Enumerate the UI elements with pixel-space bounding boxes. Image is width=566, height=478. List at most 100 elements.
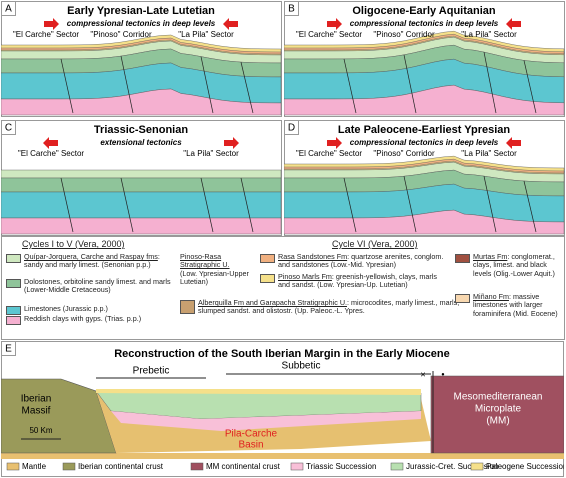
item-text: : sandy and marly limest. (Senonian p.p.… <box>24 252 160 270</box>
fault <box>240 177 254 233</box>
item-text: : greenish-yellowish, clays, marls and s… <box>278 272 437 290</box>
legend-heading: Cycle VI (Vera, 2000) <box>332 239 418 249</box>
item-text: : conglomerat., clays, limest. and black… <box>473 252 555 278</box>
legend: Cycles I to V (Vera, 2000) Quípar-Jorque… <box>1 236 565 340</box>
sector-label: "Pinoso" Corridor <box>373 30 435 39</box>
panel: A Early Ypresian-Late Lutetian compression… <box>1 1 282 117</box>
fault <box>120 177 134 233</box>
section-e: E Reconstruction of the South Iberian Ma… <box>1 341 564 477</box>
legend-swatch <box>290 462 304 471</box>
item-name: Rasa Sandstones Fm <box>278 252 348 261</box>
sector-label: "La Pila" Sector <box>461 149 517 158</box>
legend-item: Limestones (Jurassic p.p.) <box>6 304 176 315</box>
region-label: Mesomediterranean <box>454 392 543 403</box>
tectonics-label: compressional tectonics in deep levels <box>350 19 499 28</box>
fault <box>343 177 357 233</box>
sector-label: "La Pila" Sector <box>183 149 239 158</box>
arrow <box>506 137 521 149</box>
fault <box>343 58 357 114</box>
legend-label: Paleogene Succession <box>486 462 564 471</box>
legend-label: Iberian continental crust <box>78 462 164 471</box>
fault <box>200 56 214 114</box>
region-label: Microplate <box>475 404 522 415</box>
rock-layer <box>1 191 282 219</box>
panel-letter: E <box>5 344 12 355</box>
sector-label: "Pinoso" Corridor <box>90 30 152 39</box>
arrow <box>224 137 239 149</box>
sector-label: "La Pila" Sector <box>178 30 234 39</box>
fault <box>523 180 537 233</box>
letter-box <box>284 120 299 135</box>
legend-item: Pinoso-Rasa Stratigraphic U. (Low. Ypresi… <box>180 252 256 287</box>
legend-swatch <box>6 462 20 471</box>
region-label: Massif <box>22 406 51 417</box>
panel-title: Reconstruction of the South Iberian Marg… <box>114 348 450 360</box>
panel-letter: C <box>5 123 12 134</box>
tectonics-label: compressional tectonics in deep levels <box>67 19 216 28</box>
fault <box>523 60 537 114</box>
legend-swatch <box>190 462 204 471</box>
panel-title: Triassic-Senonian <box>94 124 188 136</box>
fault <box>120 56 134 114</box>
rock-layer <box>1 169 282 179</box>
basin-label: Pila-Carche <box>225 429 278 440</box>
panel-title: Early Ypresian-Late Lutetian <box>67 5 215 17</box>
region-label: (MM) <box>486 416 509 427</box>
marker: • <box>441 369 444 379</box>
item-text: Reddish clays with gyps. (Trias. p.p.) <box>24 314 142 323</box>
arrow <box>327 18 342 30</box>
sector-label: "El Carche" Sector <box>18 149 84 158</box>
sector-label: "El Carche" Sector <box>296 30 362 39</box>
zone-label: Subbetic <box>282 361 321 372</box>
legend-swatch <box>470 462 484 471</box>
legend-item: Murtas Fm: conglomerat., clays, limest. … <box>455 252 561 278</box>
fault <box>483 52 497 114</box>
panel: B Oligocene-Early Aquitanian compressional… <box>284 1 565 117</box>
panel-title: Oligocene-Early Aquitanian <box>352 5 496 17</box>
legend-swatch <box>62 462 76 471</box>
zone-label: Prebetic <box>133 366 170 377</box>
arrow <box>223 18 238 30</box>
item-name: Pinoso-Rasa Stratigraphic U. <box>180 252 230 270</box>
panel: D Late Paleocene-Earliest Ypresian compres… <box>284 120 565 236</box>
marker: × <box>420 369 425 379</box>
item-name: Alberquilla Fm and Garapacha Stratigraph… <box>198 298 348 307</box>
panel-letter: A <box>5 4 12 15</box>
legend-swatch <box>390 462 404 471</box>
item-name: Miñano Fm <box>473 292 509 301</box>
basin-label: Basin <box>238 440 263 451</box>
tectonics-label: extensional tectonics <box>100 138 182 147</box>
fault <box>483 176 497 233</box>
item-text: : massive limestones with larger foramin… <box>473 292 558 318</box>
item-name: Pinoso Marls Fm <box>278 272 332 281</box>
rock-layer <box>1 217 282 235</box>
scale-label: 50 Km <box>29 426 52 435</box>
rock-layer <box>1 37 282 55</box>
letter-box <box>284 1 299 16</box>
sector-label: "La Pila" Sector <box>461 30 517 39</box>
arrow <box>43 137 58 149</box>
legend-item: Pinoso Marls Fm: greenish-yellowish, cla… <box>260 272 450 290</box>
legend-item: Rasa Sandstones Fm: quartzose arenites, … <box>260 252 450 270</box>
item-text: Limestones (Jurassic p.p.) <box>24 304 108 313</box>
sector-label: "El Carche" Sector <box>13 30 79 39</box>
fault <box>60 177 74 233</box>
legend-item: Alberquilla Fm and Garapacha Stratigraph… <box>180 298 480 316</box>
item-text: (Low. Ypresian-Upper Lutetian) <box>180 268 249 287</box>
fault <box>403 176 417 233</box>
legend-label: Mantle <box>22 462 47 471</box>
arrow <box>44 18 59 30</box>
item-name: Murtas Fm <box>473 252 508 261</box>
item-name: Quípar-Jorquera, Carche and Raspay fms <box>24 252 158 261</box>
fault <box>60 58 74 114</box>
arrow <box>327 137 342 149</box>
legend-heading: Cycles I to V (Vera, 2000) <box>22 239 125 249</box>
arrow <box>506 18 521 30</box>
fault <box>403 54 417 114</box>
rock-layer <box>284 158 565 174</box>
letter-box <box>1 1 16 16</box>
rock-layer <box>284 84 565 116</box>
rock-layer <box>284 33 565 55</box>
